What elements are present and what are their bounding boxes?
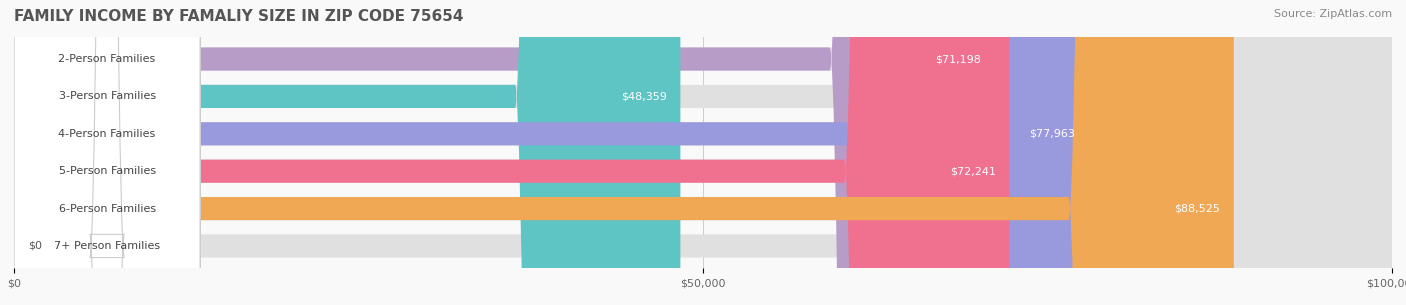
Text: 5-Person Families: 5-Person Families: [59, 166, 156, 176]
Text: $48,359: $48,359: [620, 92, 666, 102]
Text: $0: $0: [28, 241, 42, 251]
Text: 4-Person Families: 4-Person Families: [59, 129, 156, 139]
FancyBboxPatch shape: [14, 0, 200, 305]
FancyBboxPatch shape: [14, 0, 200, 305]
FancyBboxPatch shape: [14, 0, 200, 305]
FancyBboxPatch shape: [14, 0, 1088, 305]
Text: $88,525: $88,525: [1174, 203, 1220, 213]
Text: $77,963: $77,963: [1029, 129, 1074, 139]
Text: $71,198: $71,198: [935, 54, 981, 64]
Text: 6-Person Families: 6-Person Families: [59, 203, 156, 213]
FancyBboxPatch shape: [14, 0, 1392, 305]
FancyBboxPatch shape: [14, 0, 1392, 305]
FancyBboxPatch shape: [14, 0, 1392, 305]
Text: Source: ZipAtlas.com: Source: ZipAtlas.com: [1274, 9, 1392, 19]
FancyBboxPatch shape: [14, 0, 995, 305]
Text: 2-Person Families: 2-Person Families: [59, 54, 156, 64]
Text: 3-Person Families: 3-Person Families: [59, 92, 156, 102]
FancyBboxPatch shape: [14, 0, 200, 305]
FancyBboxPatch shape: [14, 0, 1392, 305]
Text: 7+ Person Families: 7+ Person Families: [53, 241, 160, 251]
FancyBboxPatch shape: [14, 0, 200, 305]
Text: FAMILY INCOME BY FAMALIY SIZE IN ZIP CODE 75654: FAMILY INCOME BY FAMALIY SIZE IN ZIP COD…: [14, 9, 464, 24]
FancyBboxPatch shape: [14, 0, 1392, 305]
FancyBboxPatch shape: [14, 0, 1234, 305]
FancyBboxPatch shape: [14, 0, 681, 305]
FancyBboxPatch shape: [14, 0, 1392, 305]
Text: $72,241: $72,241: [949, 166, 995, 176]
FancyBboxPatch shape: [14, 0, 1010, 305]
FancyBboxPatch shape: [14, 0, 200, 305]
